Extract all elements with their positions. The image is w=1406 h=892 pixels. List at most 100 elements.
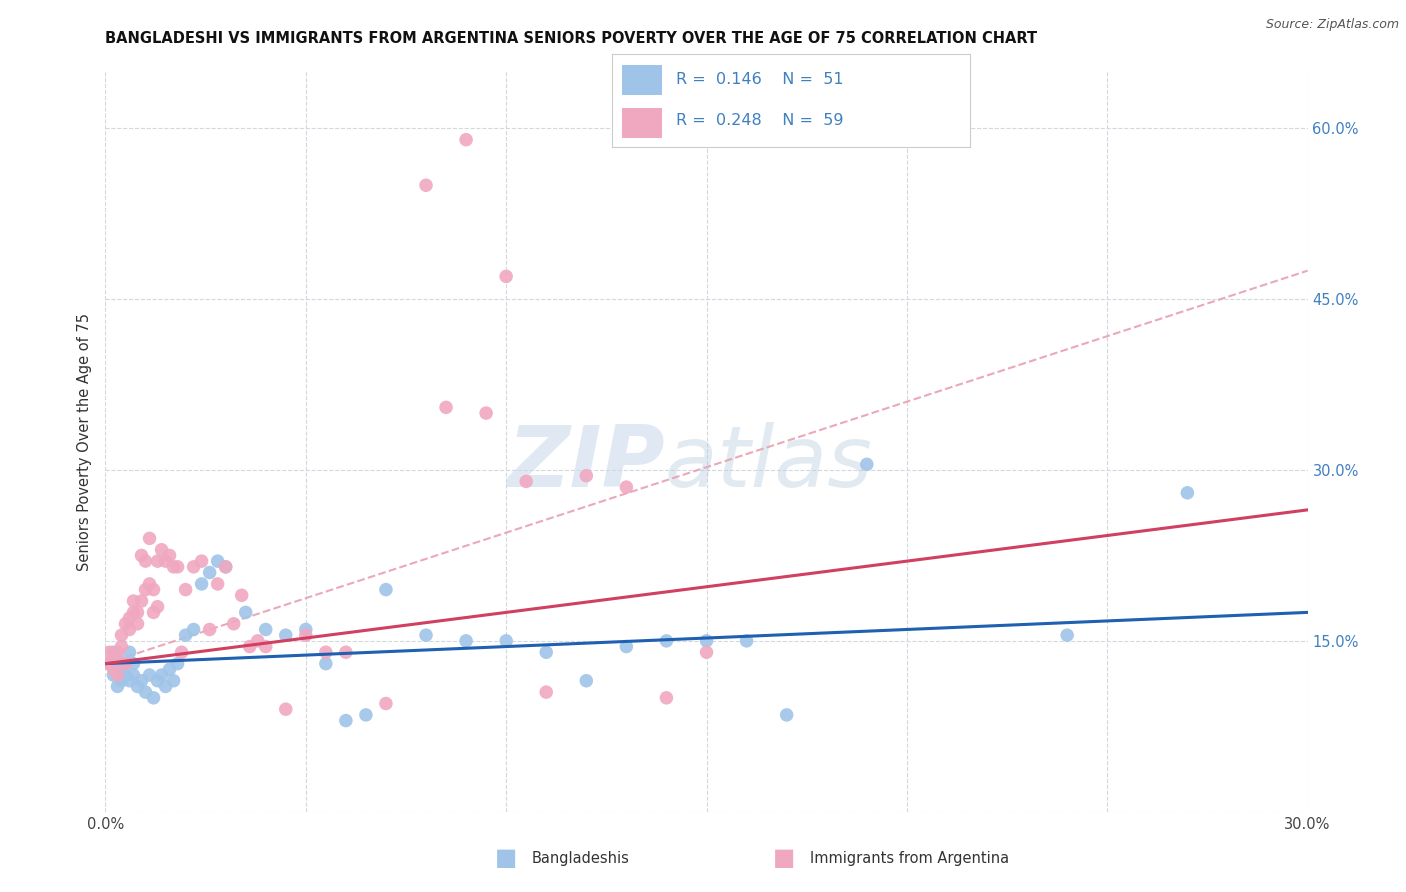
Point (315, 645, 337, 659)
Point (114, 668, 136, 682)
Point (616, 640, 638, 654)
Point (110, 673, 132, 688)
Text: atlas: atlas (665, 422, 873, 505)
Point (103, 645, 125, 659)
Point (198, 566, 221, 580)
FancyBboxPatch shape (623, 108, 662, 138)
Point (454, 633, 477, 648)
Point (142, 582, 165, 597)
Point (155, 680, 177, 694)
Point (122, 606, 145, 620)
Point (114, 657, 136, 671)
FancyBboxPatch shape (623, 65, 662, 95)
Point (207, 577, 229, 591)
Point (198, 623, 221, 637)
Point (295, 628, 318, 642)
Point (107, 668, 129, 682)
Point (118, 611, 141, 625)
Point (150, 542, 173, 557)
Point (174, 582, 197, 597)
Point (135, 685, 157, 699)
Point (138, 577, 160, 591)
Point (495, 269, 517, 284)
Point (135, 554, 157, 568)
Point (214, 559, 236, 574)
Point (155, 554, 177, 568)
Point (107, 651, 129, 665)
Text: R =  0.248    N =  59: R = 0.248 N = 59 (676, 113, 844, 128)
Point (534, 685, 557, 699)
Point (575, 673, 598, 688)
Point (207, 554, 229, 568)
Point (855, 458, 877, 472)
Point (107, 645, 129, 659)
Point (415, 628, 437, 642)
Point (122, 594, 145, 608)
Point (214, 559, 236, 574)
Text: ZIP: ZIP (506, 422, 665, 505)
Point (131, 594, 153, 608)
Point (239, 640, 262, 654)
Point (655, 633, 678, 648)
Point (295, 623, 318, 637)
Point (655, 690, 678, 705)
Point (415, 178, 437, 193)
Point (103, 662, 125, 676)
Point (354, 707, 377, 722)
Point (515, 475, 537, 489)
Point (735, 633, 758, 648)
Point (696, 633, 718, 648)
Text: Bangladeshis: Bangladeshis (531, 851, 630, 865)
Point (127, 606, 149, 620)
Point (696, 645, 718, 659)
Point (146, 599, 169, 614)
Point (98, 657, 121, 671)
Point (166, 559, 188, 574)
Point (222, 616, 245, 631)
Point (254, 623, 277, 637)
Text: Source: ZipAtlas.com: Source: ZipAtlas.com (1265, 18, 1399, 31)
Point (118, 623, 141, 637)
Point (231, 588, 253, 602)
Point (118, 673, 141, 688)
Point (495, 633, 517, 648)
Point (110, 628, 132, 642)
Point (159, 662, 181, 676)
Point (575, 468, 598, 483)
Text: BANGLADESHI VS IMMIGRANTS FROM ARGENTINA SENIORS POVERTY OVER THE AGE OF 75 CORR: BANGLADESHI VS IMMIGRANTS FROM ARGENTINA… (105, 31, 1038, 46)
Point (127, 680, 149, 694)
Point (127, 616, 149, 631)
Point (122, 657, 145, 671)
Point (254, 640, 277, 654)
Point (434, 401, 457, 415)
Point (142, 690, 165, 705)
Point (374, 697, 398, 711)
Point (98, 657, 121, 671)
Point (454, 133, 477, 147)
Point (616, 480, 638, 494)
Point (138, 668, 160, 682)
Point (162, 673, 184, 688)
Point (315, 657, 337, 671)
Text: Immigrants from Argentina: Immigrants from Argentina (810, 851, 1010, 865)
Text: R =  0.146    N =  51: R = 0.146 N = 51 (676, 72, 844, 87)
Point (103, 668, 125, 682)
Point (146, 673, 169, 688)
Point (170, 645, 193, 659)
Point (776, 707, 799, 722)
Point (138, 532, 160, 546)
Point (374, 582, 398, 597)
Point (135, 582, 157, 597)
Point (159, 549, 181, 563)
Point (183, 559, 205, 574)
Point (103, 651, 125, 665)
Point (110, 662, 132, 676)
Point (118, 645, 141, 659)
Point (131, 549, 153, 563)
Point (274, 628, 297, 642)
Point (335, 645, 357, 659)
Y-axis label: Seniors Poverty Over the Age of 75: Seniors Poverty Over the Age of 75 (77, 312, 93, 571)
Text: ■: ■ (495, 847, 517, 870)
Point (110, 640, 132, 654)
Point (142, 606, 165, 620)
